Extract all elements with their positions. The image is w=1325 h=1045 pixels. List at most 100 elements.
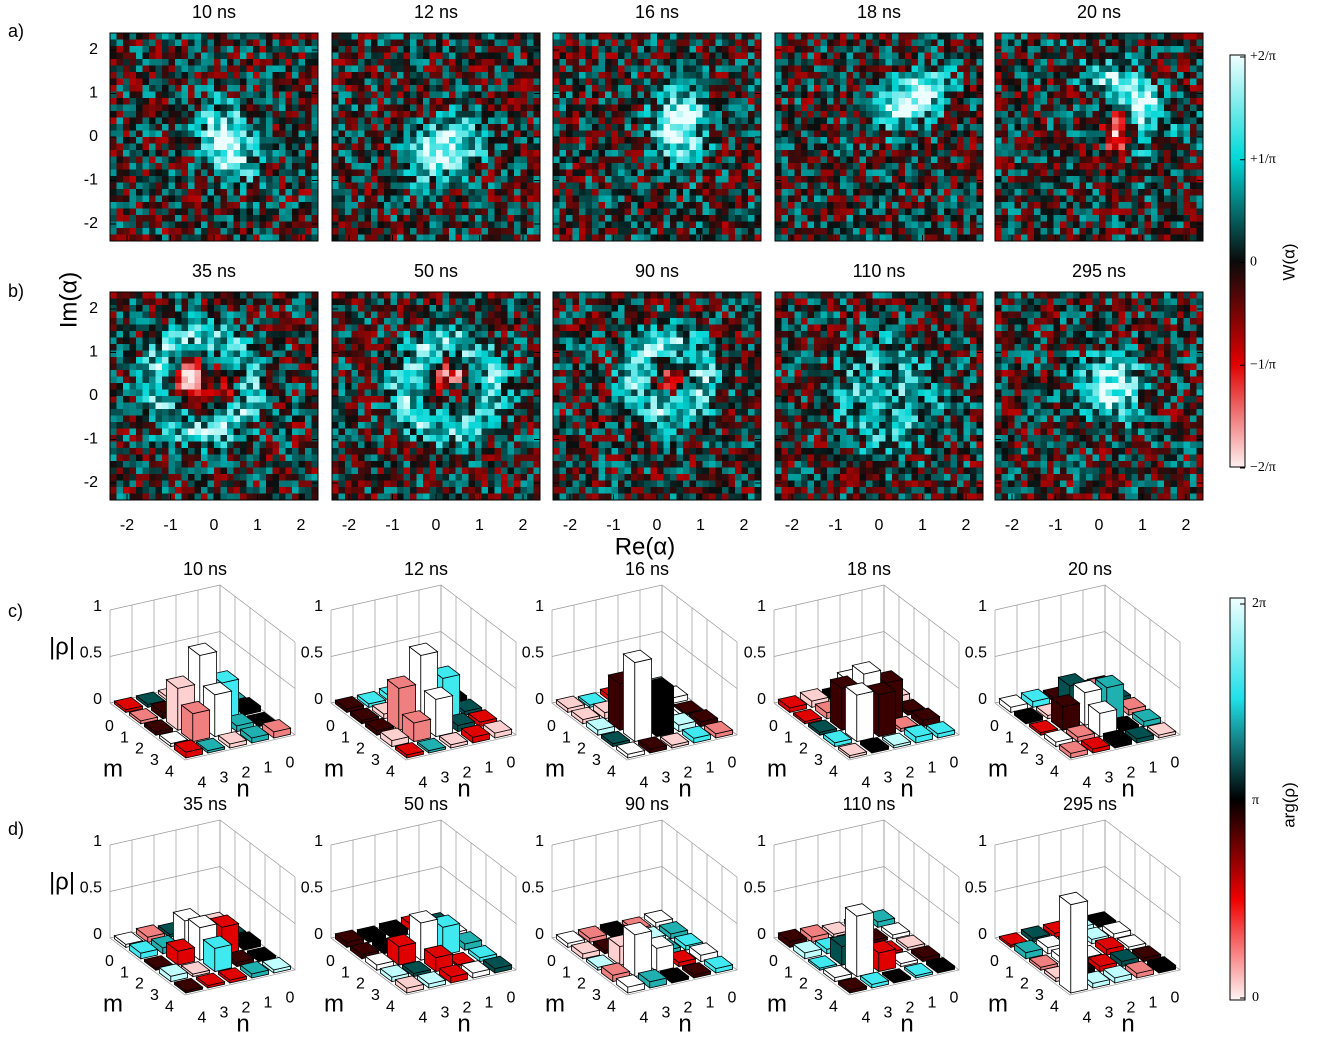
map-pixel xyxy=(168,39,176,47)
map-pixel xyxy=(175,208,182,216)
map-pixel xyxy=(715,72,723,79)
map-pixel xyxy=(136,202,143,209)
wigner-map xyxy=(110,33,319,242)
map-pixel xyxy=(637,143,645,151)
map-pixel xyxy=(455,150,463,157)
map-pixel xyxy=(1053,150,1061,157)
map-pixel xyxy=(449,156,456,164)
map-pixel xyxy=(918,72,925,79)
map-pixel xyxy=(1170,169,1178,177)
map-pixel xyxy=(611,221,619,229)
map-pixel xyxy=(475,78,482,86)
map-pixel xyxy=(475,163,482,170)
map-pixel xyxy=(410,85,417,92)
map-pixel xyxy=(840,221,847,229)
map-pixel xyxy=(358,130,365,138)
map-pixel xyxy=(266,33,273,40)
map-pixel xyxy=(494,143,502,151)
map-pixel xyxy=(416,130,424,138)
map-pixel xyxy=(885,78,893,86)
map-pixel xyxy=(944,169,951,177)
map-pixel xyxy=(924,78,932,86)
map-pixel xyxy=(351,234,359,242)
map-pixel xyxy=(644,98,651,105)
map-pixel xyxy=(533,39,541,47)
map-pixel xyxy=(1105,143,1113,151)
map-pixel xyxy=(1060,163,1067,170)
map-pixel xyxy=(937,208,945,216)
map-pixel xyxy=(892,65,899,73)
map-pixel xyxy=(246,156,254,164)
map-pixel xyxy=(566,59,573,66)
map-pixel xyxy=(820,117,828,125)
map-pixel xyxy=(403,85,411,92)
y-tick-label: 1 xyxy=(89,85,98,102)
map-pixel xyxy=(116,137,124,144)
map-pixel xyxy=(754,46,762,53)
map-pixel xyxy=(175,163,182,170)
map-pixel xyxy=(533,72,541,79)
map-pixel xyxy=(1151,137,1158,144)
map-pixel xyxy=(298,124,306,131)
map-pixel xyxy=(995,39,1002,47)
map-pixel xyxy=(1053,163,1061,170)
map-pixel xyxy=(788,46,795,53)
map-pixel xyxy=(351,156,359,164)
map-pixel xyxy=(572,195,580,203)
map-pixel xyxy=(572,163,580,170)
map-pixel xyxy=(527,143,534,151)
map-pixel xyxy=(207,117,215,125)
map-pixel xyxy=(1177,176,1184,183)
map-pixel xyxy=(481,202,489,209)
map-pixel xyxy=(650,143,658,151)
map-pixel xyxy=(214,98,221,105)
map-pixel xyxy=(253,208,260,216)
map-pixel xyxy=(292,85,299,92)
map-pixel xyxy=(390,156,398,164)
map-pixel xyxy=(566,150,573,157)
map-pixel xyxy=(1079,46,1087,53)
map-pixel xyxy=(781,228,789,235)
map-pixel xyxy=(781,117,789,125)
map-pixel xyxy=(605,221,612,229)
map-pixel xyxy=(253,130,260,138)
map-pixel xyxy=(1079,169,1087,177)
map-pixel xyxy=(728,33,736,40)
map-pixel xyxy=(872,117,880,125)
map-pixel xyxy=(650,72,658,79)
map-pixel xyxy=(754,33,762,40)
map-pixel xyxy=(892,85,899,92)
map-pixel xyxy=(866,195,873,203)
map-pixel xyxy=(754,221,762,229)
map-pixel xyxy=(931,137,938,144)
map-pixel xyxy=(207,215,215,222)
map-pixel xyxy=(748,234,755,242)
map-pixel xyxy=(918,215,925,222)
map-pixel xyxy=(227,52,234,60)
map-pixel xyxy=(449,143,456,151)
map-pixel xyxy=(696,137,703,144)
map-pixel xyxy=(624,78,632,86)
map-pixel xyxy=(488,176,495,183)
map-pixel xyxy=(1183,150,1191,157)
map-pixel xyxy=(1112,163,1119,170)
map-pixel xyxy=(123,111,130,118)
map-pixel xyxy=(1196,176,1204,183)
map-pixel xyxy=(1086,33,1093,40)
map-pixel xyxy=(501,143,508,151)
map-pixel xyxy=(272,234,280,242)
map-pixel xyxy=(1151,111,1158,118)
map-pixel xyxy=(944,78,951,86)
map-pixel xyxy=(898,33,906,40)
map-pixel xyxy=(201,85,208,92)
map-pixel xyxy=(403,208,411,216)
map-pixel xyxy=(481,104,489,112)
map-pixel xyxy=(110,137,117,144)
map-pixel xyxy=(462,104,469,112)
map-pixel xyxy=(181,33,189,40)
map-pixel xyxy=(332,143,339,151)
map-pixel xyxy=(559,46,567,53)
map-pixel xyxy=(911,78,919,86)
map-pixel xyxy=(455,228,463,235)
map-pixel xyxy=(136,137,143,144)
